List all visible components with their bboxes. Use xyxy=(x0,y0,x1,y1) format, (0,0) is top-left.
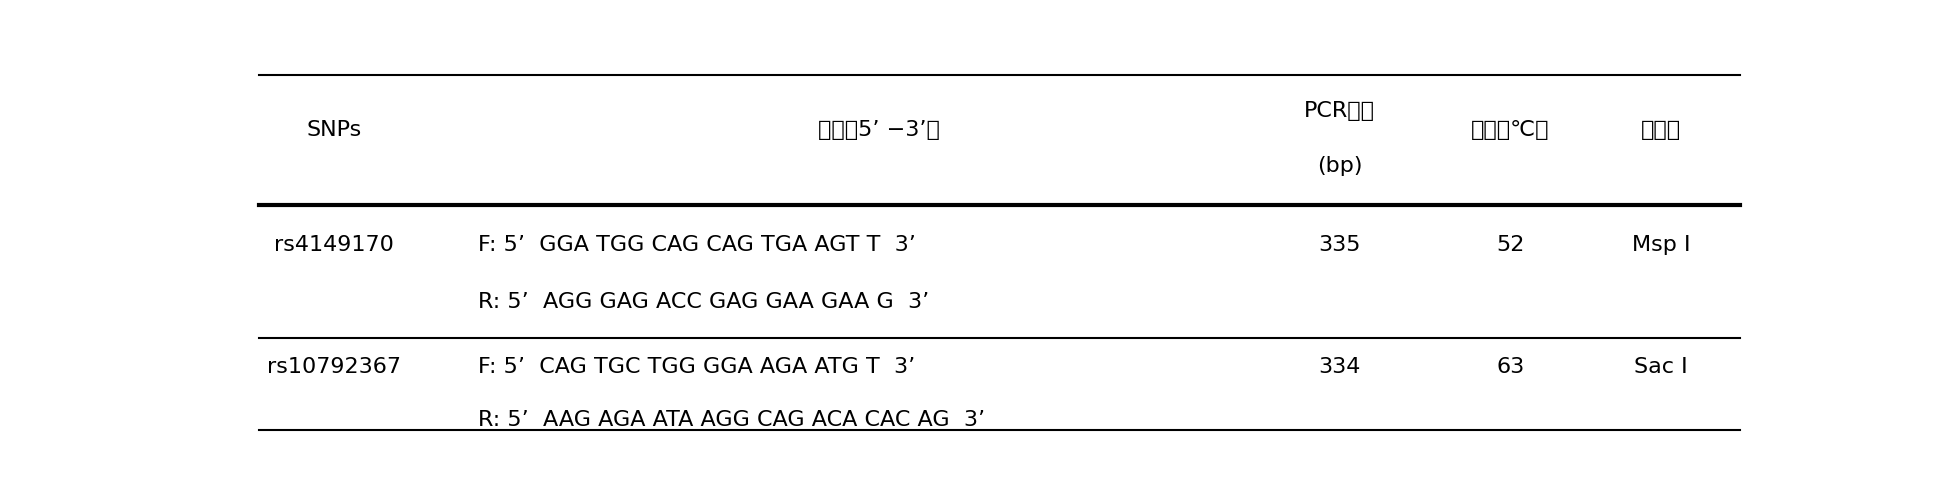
Text: 内切酶: 内切酶 xyxy=(1642,120,1681,140)
Text: (bp): (bp) xyxy=(1316,156,1363,177)
Text: F: 5’  GGA TGG CAG CAG TGA AGT T  3’: F: 5’ GGA TGG CAG CAG TGA AGT T 3’ xyxy=(478,235,916,255)
Text: PCR产物: PCR产物 xyxy=(1305,101,1375,121)
Text: 335: 335 xyxy=(1318,235,1361,255)
Text: rs4149170: rs4149170 xyxy=(275,235,394,255)
Text: 334: 334 xyxy=(1318,357,1361,377)
Text: 引物（5’ −3’）: 引物（5’ −3’） xyxy=(817,120,940,140)
Text: F: 5’  CAG TGC TGG GGA AGA ATG T  3’: F: 5’ CAG TGC TGG GGA AGA ATG T 3’ xyxy=(478,357,915,377)
Text: SNPs: SNPs xyxy=(306,120,363,140)
Text: R: 5’  AAG AGA ATA AGG CAG ACA CAC AG  3’: R: 5’ AAG AGA ATA AGG CAG ACA CAC AG 3’ xyxy=(478,410,985,431)
Text: R: 5’  AGG GAG ACC GAG GAA GAA G  3’: R: 5’ AGG GAG ACC GAG GAA GAA G 3’ xyxy=(478,292,930,312)
Text: 退火（℃）: 退火（℃） xyxy=(1470,120,1550,140)
Text: 52: 52 xyxy=(1496,235,1525,255)
Text: Sac I: Sac I xyxy=(1634,357,1689,377)
Text: 63: 63 xyxy=(1496,357,1525,377)
Text: Msp I: Msp I xyxy=(1632,235,1691,255)
Text: rs10792367: rs10792367 xyxy=(267,357,402,377)
